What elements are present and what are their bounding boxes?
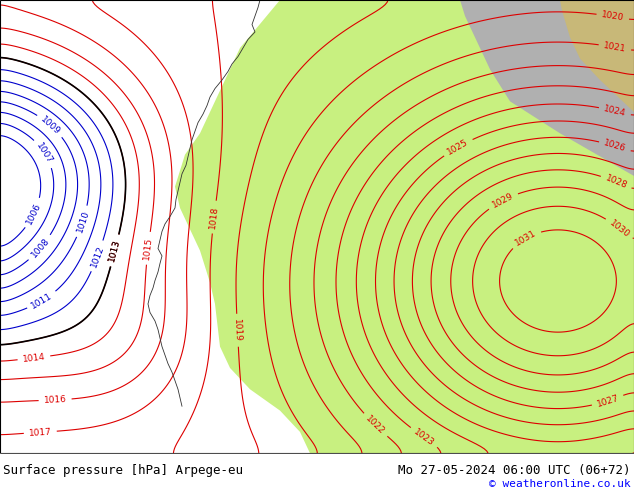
Text: 1020: 1020	[601, 10, 624, 23]
Text: Mo 27-05-2024 06:00 UTC (06+72): Mo 27-05-2024 06:00 UTC (06+72)	[398, 464, 631, 477]
Polygon shape	[560, 0, 634, 112]
Text: Surface pressure [hPa] Arpege-eu: Surface pressure [hPa] Arpege-eu	[3, 464, 243, 477]
Text: 1012: 1012	[89, 244, 106, 269]
Polygon shape	[460, 0, 634, 176]
Text: 1030: 1030	[607, 218, 631, 240]
Text: 1024: 1024	[603, 104, 627, 118]
Text: 1007: 1007	[35, 141, 55, 165]
Text: 1015: 1015	[143, 236, 154, 260]
Text: © weatheronline.co.uk: © weatheronline.co.uk	[489, 479, 631, 489]
Text: 1026: 1026	[603, 139, 627, 154]
Text: 1031: 1031	[514, 229, 538, 248]
Text: 1010: 1010	[75, 209, 91, 234]
Text: 1023: 1023	[412, 427, 436, 447]
Text: 1009: 1009	[39, 114, 62, 136]
Text: 1027: 1027	[595, 393, 620, 409]
Polygon shape	[160, 0, 634, 453]
Text: 1018: 1018	[209, 205, 220, 229]
Text: 1011: 1011	[30, 291, 54, 310]
Text: 1029: 1029	[491, 191, 515, 210]
Text: 1025: 1025	[446, 138, 470, 157]
Text: 1022: 1022	[364, 414, 387, 436]
Text: 1016: 1016	[44, 395, 67, 405]
Text: 1019: 1019	[233, 318, 243, 342]
Text: 1021: 1021	[603, 41, 627, 54]
Text: 1017: 1017	[29, 427, 52, 438]
Text: 1006: 1006	[25, 201, 43, 226]
Text: 1028: 1028	[604, 173, 628, 191]
Text: 1014: 1014	[22, 352, 46, 364]
Text: 1013: 1013	[108, 238, 122, 263]
Text: 1013: 1013	[108, 238, 122, 263]
Text: 1008: 1008	[29, 236, 51, 260]
